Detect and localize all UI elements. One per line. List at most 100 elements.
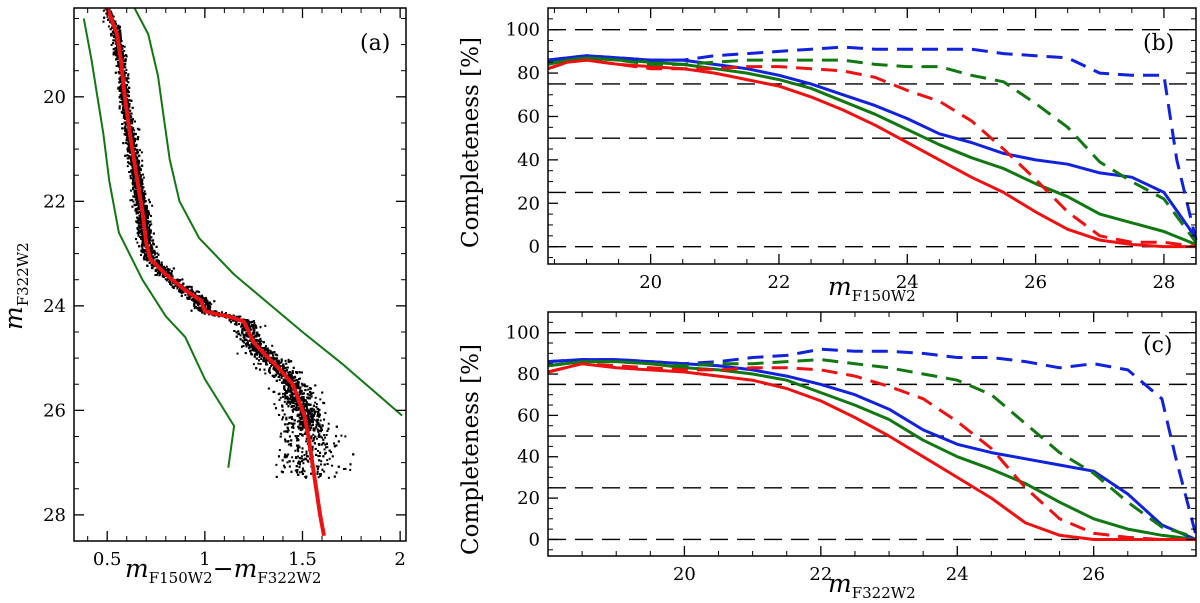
star-point: [272, 354, 275, 357]
star-point: [137, 228, 140, 231]
star-point: [269, 365, 272, 368]
star-point: [300, 382, 303, 385]
star-point: [195, 290, 198, 293]
star-point: [260, 347, 263, 350]
star-point: [259, 337, 262, 340]
star-point: [310, 418, 313, 421]
star-point: [297, 462, 300, 465]
star-point: [331, 455, 334, 458]
star-point: [311, 410, 314, 413]
star-point: [323, 448, 326, 451]
star-point: [292, 424, 295, 427]
star-point: [194, 305, 197, 308]
star-point: [143, 198, 146, 201]
star-point: [328, 457, 331, 460]
star-point: [301, 395, 304, 398]
star-point: [291, 376, 294, 379]
star-point: [233, 323, 236, 326]
star-point: [193, 307, 196, 310]
star-point: [259, 343, 262, 346]
star-point: [276, 357, 279, 360]
star-point: [295, 409, 298, 412]
star-point: [288, 465, 291, 468]
star-point: [184, 293, 187, 296]
star-point: [267, 387, 270, 390]
star-point: [281, 459, 284, 462]
star-point: [297, 394, 300, 397]
star-point: [305, 452, 308, 455]
star-point: [118, 72, 121, 75]
star-point: [321, 424, 324, 427]
star-point: [308, 394, 311, 397]
star-point: [318, 424, 321, 427]
star-point: [309, 387, 312, 390]
star-point: [139, 226, 142, 229]
star-point: [310, 424, 313, 427]
star-point: [127, 81, 130, 84]
star-point: [136, 163, 139, 166]
star-point: [137, 162, 140, 165]
star-point: [340, 434, 343, 437]
star-point: [317, 476, 320, 479]
star-point: [126, 154, 129, 157]
star-point: [128, 113, 131, 116]
star-point: [136, 127, 139, 130]
star-point: [318, 429, 321, 432]
star-point: [280, 432, 283, 435]
star-point: [120, 97, 123, 100]
star-point: [327, 422, 330, 425]
star-point: [319, 463, 322, 466]
star-point: [326, 459, 329, 462]
star-point: [322, 401, 325, 404]
star-point: [280, 376, 283, 379]
star-point: [326, 462, 329, 465]
star-point: [110, 43, 113, 46]
star-point: [294, 469, 297, 472]
star-point: [120, 84, 123, 87]
star-point: [167, 272, 170, 275]
star-point: [131, 128, 134, 131]
star-point: [228, 318, 231, 321]
star-point: [144, 250, 147, 253]
star-point: [160, 261, 163, 264]
star-point: [117, 32, 120, 35]
star-point: [302, 468, 305, 471]
star-point: [157, 253, 160, 256]
star-point: [318, 454, 321, 457]
star-point: [112, 15, 115, 18]
star-point: [287, 440, 290, 443]
star-point: [300, 391, 303, 394]
star-point: [286, 430, 289, 433]
star-point: [302, 462, 305, 465]
star-point: [288, 401, 291, 404]
star-point: [131, 205, 134, 208]
star-point: [118, 27, 121, 30]
star-point: [303, 454, 306, 457]
star-point: [118, 77, 121, 80]
star-point: [323, 434, 326, 437]
star-point: [305, 407, 308, 410]
star-point: [284, 369, 287, 372]
star-point: [255, 349, 258, 352]
star-point: [299, 393, 302, 396]
star-point: [304, 457, 307, 460]
star-point: [275, 475, 278, 478]
star-point: [144, 212, 147, 215]
star-point: [349, 468, 352, 471]
star-point: [120, 39, 123, 42]
star-point: [278, 378, 281, 381]
star-point: [156, 252, 159, 255]
star-point: [291, 371, 294, 374]
star-point: [311, 415, 314, 418]
star-point: [264, 324, 267, 327]
star-point: [285, 403, 288, 406]
star-point: [132, 200, 135, 203]
star-point: [303, 470, 306, 473]
star-point: [123, 70, 126, 73]
star-point: [272, 366, 275, 369]
star-point: [286, 395, 289, 398]
star-point: [299, 421, 302, 424]
star-point: [105, 12, 108, 15]
star-point: [123, 49, 126, 52]
star-point: [304, 476, 307, 479]
